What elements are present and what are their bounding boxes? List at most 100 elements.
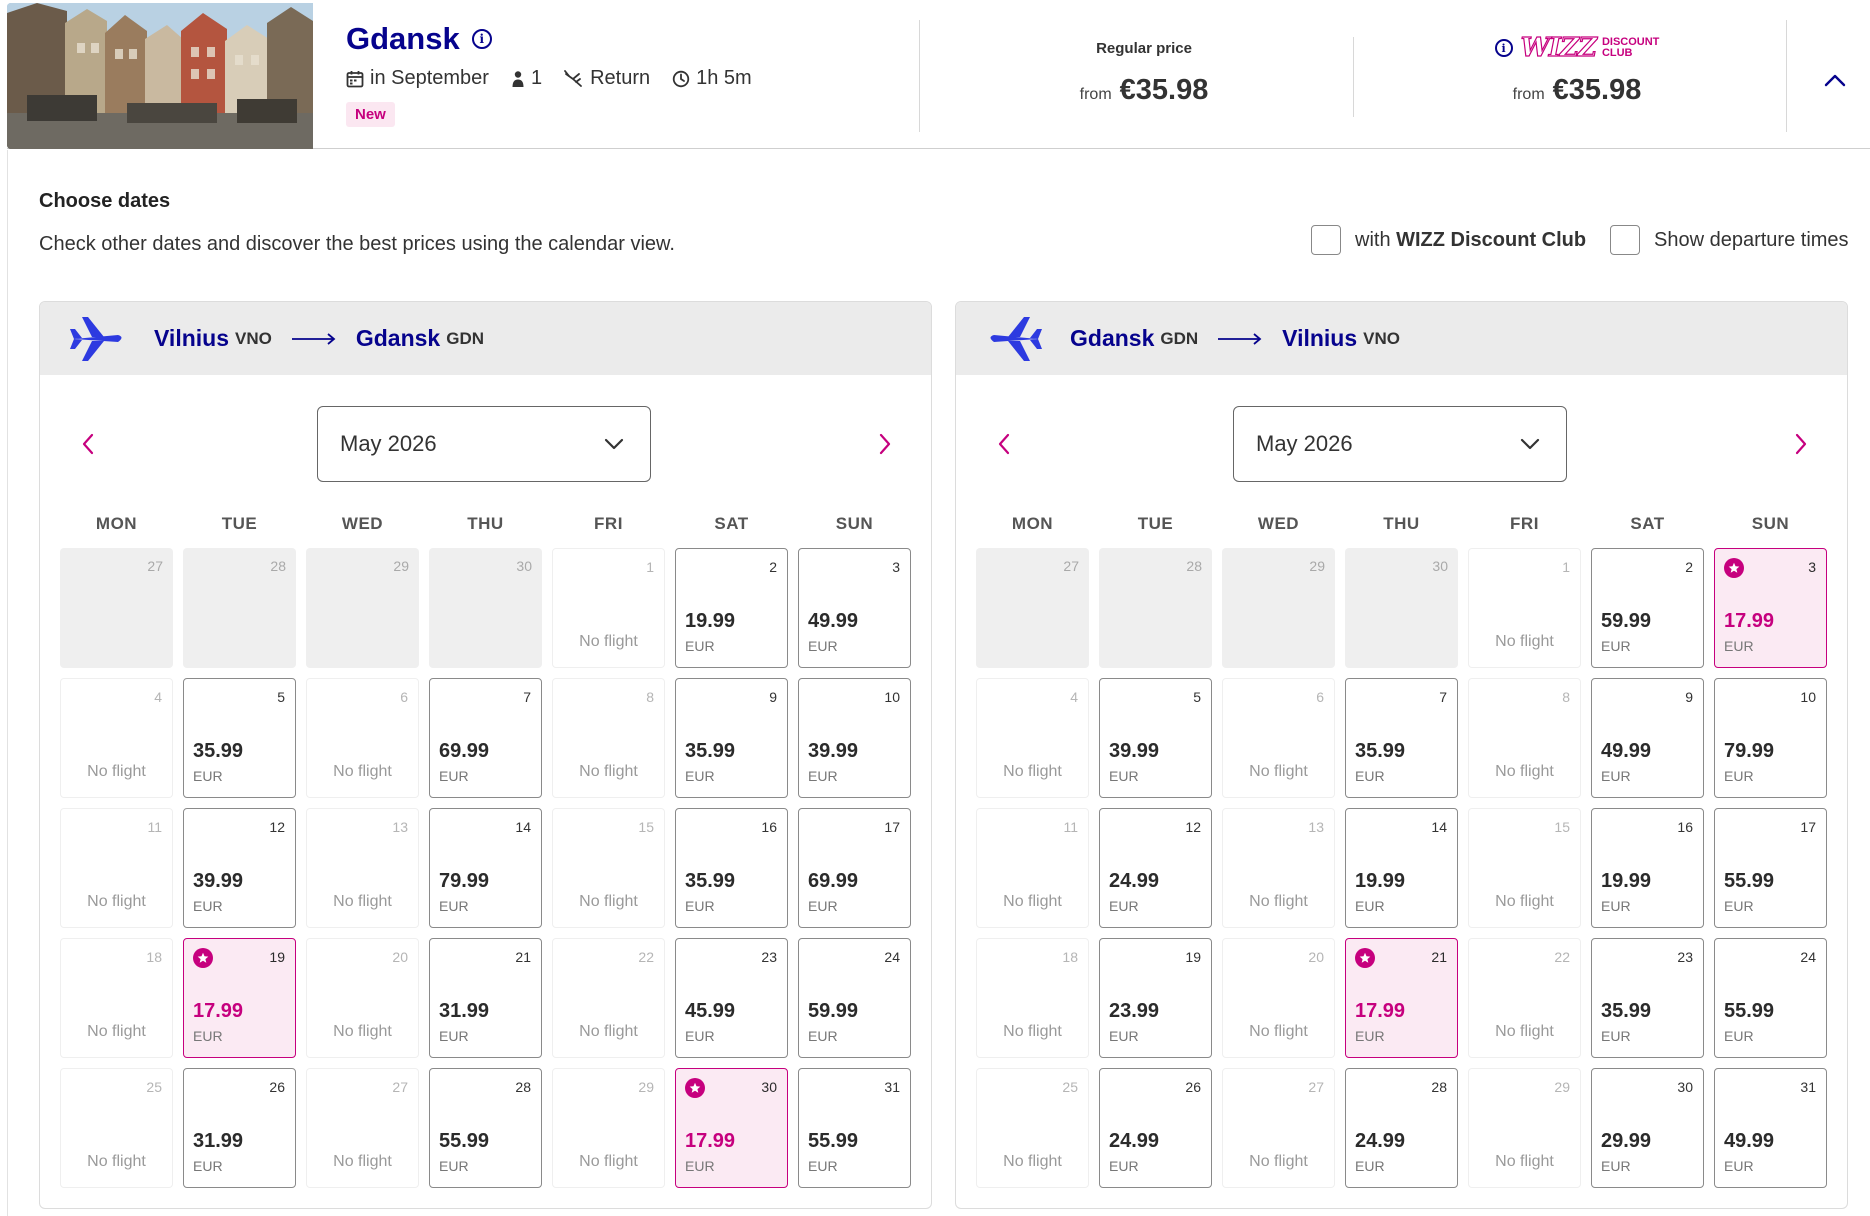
calendar-day[interactable]: 10 79.99 EUR: [1714, 678, 1827, 798]
info-circle-icon[interactable]: i: [471, 29, 492, 49]
day-number: 13: [1308, 819, 1324, 835]
day-number: 25: [1062, 1079, 1078, 1095]
calendar-day-outside-month: 28: [1099, 548, 1212, 668]
plane-icon: [990, 316, 1042, 361]
calendar-day[interactable]: 24 55.99 EUR: [1714, 938, 1827, 1058]
calendar-day[interactable]: 7 69.99 EUR: [429, 678, 542, 798]
calendar-day[interactable]: 9 49.99 EUR: [1591, 678, 1704, 798]
clock-icon: [672, 70, 690, 87]
calendar-day[interactable]: 2 19.99 EUR: [675, 548, 788, 668]
no-flight-label: No flight: [579, 1153, 638, 1170]
calendar-day[interactable]: 23 35.99 EUR: [1591, 938, 1704, 1058]
calendar-day-discount[interactable]: 21 17.99 EUR: [1345, 938, 1458, 1058]
day-price: 35.99: [1601, 1000, 1652, 1022]
month-select[interactable]: May 2026: [317, 406, 651, 482]
day-price: 19.99: [1355, 870, 1406, 892]
calendar-day[interactable]: 28 55.99 EUR: [429, 1068, 542, 1188]
calendar-day[interactable]: 24 59.99 EUR: [798, 938, 911, 1058]
regular-price[interactable]: Regular price from €35.98: [944, 36, 1344, 107]
calendar-day[interactable]: 2 59.99 EUR: [1591, 548, 1704, 668]
prev-month-button[interactable]: [990, 430, 1018, 458]
day-number: 23: [761, 949, 777, 965]
calendar-day-no-flight: 22 No flight: [552, 938, 665, 1058]
next-month-button[interactable]: [1787, 430, 1815, 458]
calendar-day[interactable]: 19 23.99 EUR: [1099, 938, 1212, 1058]
calendar-day[interactable]: 17 69.99 EUR: [798, 808, 911, 928]
calendar-day-discount[interactable]: 30 17.99 EUR: [675, 1068, 788, 1188]
inbound-month-nav: May 2026: [956, 406, 1847, 482]
day-price: 31.99: [439, 1000, 490, 1022]
calendar-day[interactable]: 5 35.99 EUR: [183, 678, 296, 798]
calendar-day[interactable]: 9 35.99 EUR: [675, 678, 788, 798]
day-price: 55.99: [439, 1130, 490, 1152]
weekday-label: MON: [95, 514, 138, 533]
calendar-day[interactable]: 16 35.99 EUR: [675, 808, 788, 928]
no-flight-label: No flight: [579, 893, 638, 910]
calendar-day-no-flight: 20 No flight: [306, 938, 419, 1058]
day-number: 11: [1063, 819, 1078, 835]
discount-club-checkbox[interactable]: [1311, 225, 1341, 255]
day-currency: EUR: [808, 638, 838, 654]
calendar-day[interactable]: 10 39.99 EUR: [798, 678, 911, 798]
calendar-day[interactable]: 31 55.99 EUR: [798, 1068, 911, 1188]
calendar-day-no-flight: 20 No flight: [1222, 938, 1335, 1058]
divider: [1786, 20, 1787, 132]
day-number: 6: [1316, 689, 1324, 705]
departure-times-checkbox[interactable]: [1610, 225, 1640, 255]
day-number: 1: [646, 559, 654, 575]
day-number: 21: [1431, 949, 1447, 965]
calendar-day[interactable]: 16 19.99 EUR: [1591, 808, 1704, 928]
calendar-day-no-flight: 6 No flight: [1222, 678, 1335, 798]
day-currency: EUR: [1355, 768, 1385, 784]
calendar-day-discount[interactable]: 19 17.99 EUR: [183, 938, 296, 1058]
calendar-day-outside-month: 29: [306, 548, 419, 668]
day-number: 17: [1800, 819, 1816, 835]
origin-code: VNO: [235, 328, 272, 348]
weekday-label: FRI: [594, 514, 623, 533]
star-badge-icon: [685, 1078, 705, 1098]
calendar-day[interactable]: 23 45.99 EUR: [675, 938, 788, 1058]
calendar-day[interactable]: 7 35.99 EUR: [1345, 678, 1458, 798]
discount-club-price[interactable]: i WIZZ DISCOUNT CLUB from €35.98: [1377, 32, 1777, 107]
discount-club-toggle[interactable]: with WIZZ Discount Club: [1311, 225, 1586, 255]
calendar-day-discount[interactable]: 3 17.99 EUR: [1714, 548, 1827, 668]
calendar-day[interactable]: 14 79.99 EUR: [429, 808, 542, 928]
calendar-day[interactable]: 30 29.99 EUR: [1591, 1068, 1704, 1188]
next-month-button[interactable]: [871, 430, 899, 458]
day-number: 27: [147, 558, 163, 574]
departure-times-toggle[interactable]: Show departure times: [1610, 225, 1849, 255]
day-price: 59.99: [1601, 610, 1652, 632]
day-currency: EUR: [1601, 1028, 1631, 1044]
calendar-day-outside-month: 30: [1345, 548, 1458, 668]
destination-city: Gdansk: [355, 325, 441, 351]
day-number: 2: [1685, 559, 1693, 575]
calendar-day[interactable]: 14 19.99 EUR: [1345, 808, 1458, 928]
calendar-day[interactable]: 3 49.99 EUR: [798, 548, 911, 668]
day-number: 31: [1800, 1079, 1816, 1095]
calendar-day[interactable]: 12 24.99 EUR: [1099, 808, 1212, 928]
calendar-day[interactable]: 28 24.99 EUR: [1345, 1068, 1458, 1188]
prev-month-button[interactable]: [74, 430, 102, 458]
day-price: 29.99: [1601, 1130, 1652, 1152]
calendar-day[interactable]: 17 55.99 EUR: [1714, 808, 1827, 928]
day-currency: EUR: [1724, 1158, 1754, 1174]
day-price: 39.99: [193, 870, 244, 892]
calendar-day[interactable]: 12 39.99 EUR: [183, 808, 296, 928]
discount-info-icon[interactable]: i: [1494, 39, 1513, 57]
calendar-day[interactable]: 26 24.99 EUR: [1099, 1068, 1212, 1188]
weekday-label: TUE: [1137, 514, 1174, 533]
day-price: 35.99: [193, 740, 244, 762]
wizz-logo-word: WIZZ: [1520, 32, 1598, 63]
person-icon: [512, 70, 524, 87]
calendar-day[interactable]: 5 39.99 EUR: [1099, 678, 1212, 798]
outbound-calendar: Vilnius VNO Gdansk GDN May 2026 MON TUE WE…: [39, 301, 932, 1209]
month-select[interactable]: May 2026: [1233, 406, 1567, 482]
day-number: 5: [277, 689, 285, 705]
no-flight-label: No flight: [1003, 1153, 1062, 1170]
calendar-day[interactable]: 31 49.99 EUR: [1714, 1068, 1827, 1188]
calendar-day[interactable]: 21 31.99 EUR: [429, 938, 542, 1058]
day-price: 31.99: [193, 1130, 244, 1152]
collapse-button[interactable]: [1820, 65, 1850, 95]
calendar-day[interactable]: 26 31.99 EUR: [183, 1068, 296, 1188]
day-number: 27: [1063, 558, 1079, 574]
